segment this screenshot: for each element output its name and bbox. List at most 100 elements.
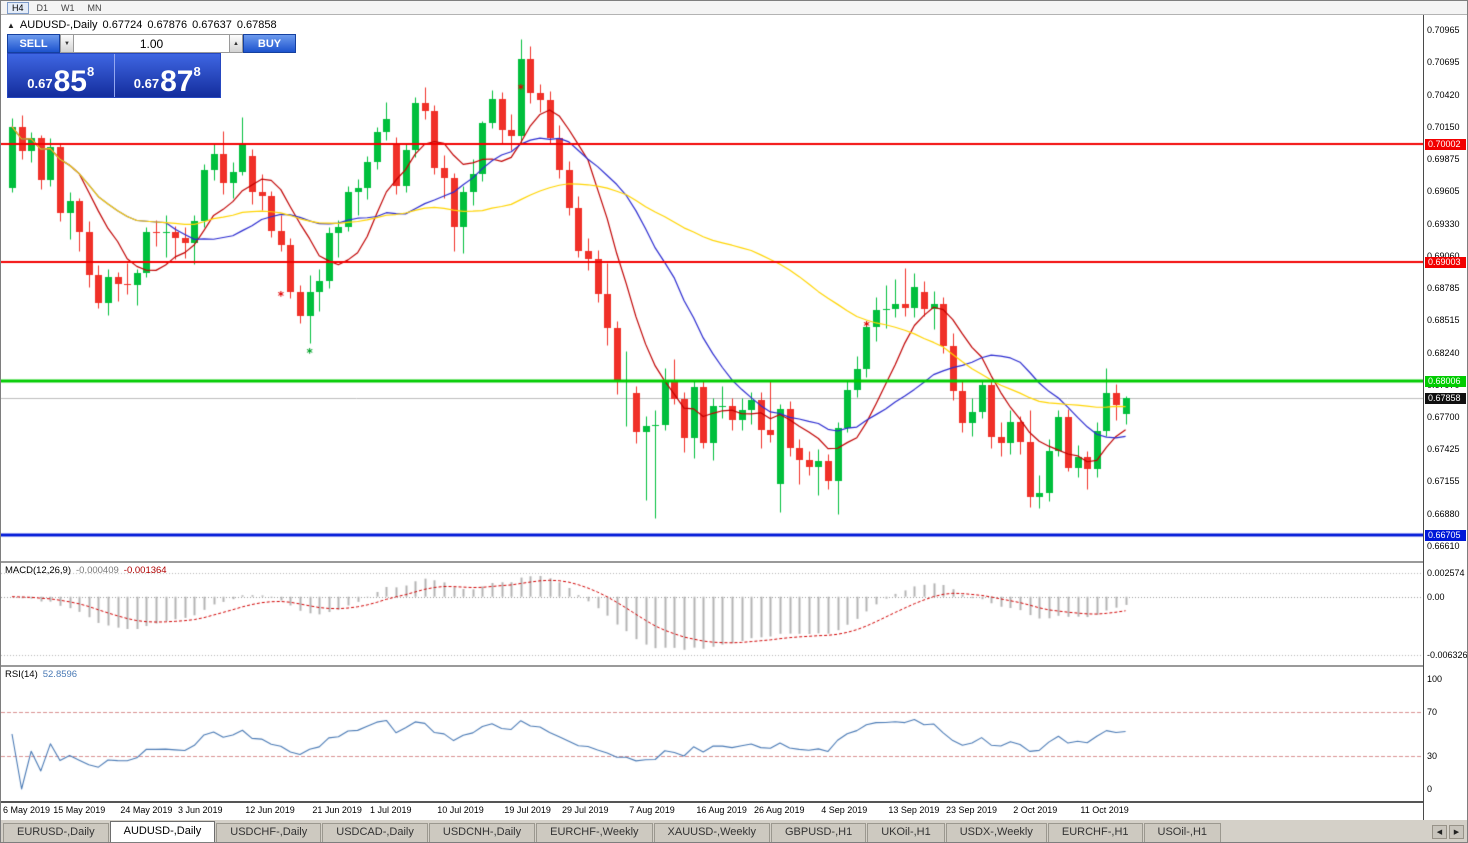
price-tick-label: 0.67155 [1427, 476, 1460, 486]
date-axis-label: 7 Aug 2019 [629, 805, 675, 815]
price-tick-label: 0.70965 [1427, 25, 1460, 35]
sell-price-prefix: 0.67 [27, 76, 53, 91]
price-tick-label: 0.70420 [1427, 90, 1460, 100]
date-axis-label: 2 Oct 2019 [1013, 805, 1058, 815]
symbol-title: AUDUSD-,Daily [19, 19, 98, 31]
buy-button[interactable]: BUY [243, 34, 296, 53]
chart-tab-usdcnh-daily[interactable]: USDCNH-,Daily [428, 823, 536, 842]
price-tick-label: 0.70150 [1427, 122, 1460, 132]
tab-scroll-right-button[interactable]: ▶ [1449, 825, 1464, 839]
price-tick-label: 0.68240 [1427, 348, 1460, 358]
level-price-label: 0.69003 [1425, 257, 1466, 268]
price-tick-label: 0.69060 [1427, 251, 1460, 261]
price-tick-label: 0.69875 [1427, 154, 1460, 164]
chart-ohlc-line: ▲ AUDUSD-,Daily 0.67724 0.67876 0.67637 … [7, 19, 277, 31]
date-axis-label: 10 Jul 2019 [437, 805, 484, 815]
current-price-label: 0.67858 [1425, 393, 1466, 404]
time-axis[interactable]: 6 May 2019 15 May 2019 24 May 2019 3 Jun 20… [1, 803, 1423, 818]
date-axis-label: 12 Jun 2019 [245, 805, 295, 815]
rsi-name: RSI(14) [5, 669, 38, 680]
date-axis-label: 21 Jun 2019 [312, 805, 362, 815]
date-axis-label: 23 Sep 2019 [946, 805, 998, 815]
price-axis[interactable]: 0.70965 0.70695 0.70420 0.70150 0.69875 0.696… [1423, 15, 1468, 820]
chart-tab-gbpusd-h1[interactable]: GBPUSD-,H1 [770, 823, 867, 842]
period-button-d1[interactable]: D1 [36, 2, 49, 13]
price-tick-label: 0.68785 [1427, 283, 1460, 293]
price-tick-label: 0.69330 [1427, 219, 1460, 229]
period-button-h4[interactable]: H4 [7, 1, 29, 14]
ohlc-close: 0.67858 [236, 19, 277, 31]
chart-tab-eurchf-h1[interactable]: EURCHF-,H1 [1047, 823, 1143, 842]
price-tick-label: 0.69605 [1427, 186, 1460, 196]
main-chart-pane: ▲ AUDUSD-,Daily 0.67724 0.67876 0.67637 … [1, 15, 1423, 563]
chart-tab-xauusd-weekly[interactable]: XAUUSD-,Weekly [653, 823, 770, 842]
chart-tab-eurusd-daily[interactable]: EURUSD-,Daily [3, 823, 109, 842]
tab-scroll-controls: ◀ ▶ [1429, 825, 1467, 842]
buy-price-prefix: 0.67 [133, 76, 160, 91]
date-axis-label: 15 May 2019 [53, 805, 106, 815]
rsi-canvas[interactable] [1, 667, 1423, 801]
date-axis-label: 24 May 2019 [120, 805, 173, 815]
volume-increase-button[interactable]: ▲ [229, 34, 243, 53]
sell-price-sup: 8 [86, 64, 95, 79]
macd-pane: MACD(12,26,9) -0.000409 -0.001364 [1, 563, 1423, 667]
chart-tab-eurchf-weekly[interactable]: EURCHF-,Weekly [536, 823, 653, 842]
chevron-right-icon: ▶ [1453, 829, 1460, 836]
chevron-left-icon: ◀ [1436, 829, 1443, 836]
date-axis-label: 16 Aug 2019 [696, 805, 747, 815]
sell-price-display[interactable]: 0.67 85 8 [8, 54, 114, 97]
chevron-up-icon: ▲ [233, 40, 239, 47]
price-tick-label: 0.66610 [1427, 541, 1460, 551]
rsi-value: 52.8596 [42, 669, 78, 680]
date-axis-label: 3 Jun 2019 [178, 805, 223, 815]
macd-axis-label: 0.00 [1427, 592, 1445, 602]
chart-tab-usdchf-daily[interactable]: USDCHF-,Daily [216, 823, 322, 842]
macd-main-value: -0.000409 [76, 565, 119, 576]
price-tick-label: 0.68515 [1427, 315, 1460, 325]
date-axis-label: 4 Sep 2019 [821, 805, 868, 815]
collapse-trade-panel-icon[interactable]: ▲ [7, 20, 15, 30]
rsi-axis-label: 70 [1427, 707, 1438, 717]
macd-signal-value: -0.001364 [123, 565, 167, 576]
date-axis-label: 29 Jul 2019 [562, 805, 609, 815]
price-tick-label: 0.67425 [1427, 444, 1460, 454]
chart-panes: ▲ AUDUSD-,Daily 0.67724 0.67876 0.67637 … [1, 15, 1423, 820]
rsi-axis-label: 0 [1427, 784, 1433, 794]
date-axis-label: 11 Oct 2019 [1080, 805, 1129, 815]
level-price-label: 0.68006 [1425, 376, 1466, 387]
price-tick-label: 0.70695 [1427, 57, 1460, 67]
date-axis-label: 1 Jul 2019 [370, 805, 412, 815]
one-click-trading-panel: SELL ▼ ▲ BUY 0.67 85 8 0.67 [7, 34, 296, 98]
sell-button[interactable]: SELL [7, 34, 60, 53]
volume-decrease-button[interactable]: ▼ [60, 34, 74, 53]
volume-input[interactable] [74, 34, 229, 53]
period-button-w1[interactable]: W1 [61, 2, 75, 13]
buy-price-display[interactable]: 0.67 87 8 [113, 54, 220, 98]
period-button-mn[interactable]: MN [87, 2, 102, 13]
buy-price-big: 87 [160, 64, 194, 98]
rsi-pane: RSI(14) 52.8596 [1, 667, 1423, 803]
date-axis-label: 19 Jul 2019 [504, 805, 551, 815]
chart-tab-usdcad-daily[interactable]: USDCAD-,Daily [322, 823, 428, 842]
chart-tab-audusd-daily[interactable]: AUDUSD-,Daily [109, 821, 216, 842]
rsi-axis-label: 30 [1427, 751, 1438, 761]
ohlc-high: 0.67876 [147, 19, 188, 31]
rsi-axis-label: 100 [1427, 674, 1443, 684]
chart-tab-usoil-h1[interactable]: USOil-,H1 [1143, 823, 1222, 842]
date-axis-label: 26 Aug 2019 [754, 805, 805, 815]
chart-tab-usdx-weekly[interactable]: USDX-,Weekly [945, 823, 1047, 842]
sell-price-big: 85 [53, 64, 87, 98]
main-chart-canvas[interactable] [1, 15, 1423, 561]
tab-scroll-left-button[interactable]: ◀ [1432, 825, 1447, 839]
buy-price-sup: 8 [193, 64, 201, 79]
chevron-down-icon: ▼ [64, 40, 70, 47]
chart-window: ▲ AUDUSD-,Daily 0.67724 0.67876 0.67637 … [1, 15, 1468, 820]
chart-tab-bar: EURUSD-,Daily AUDUSD-,Daily USDCHF-,Daily U… [1, 820, 1467, 842]
macd-canvas[interactable] [1, 563, 1423, 665]
macd-axis-label: 0.002574 [1427, 568, 1465, 578]
period-toolbar: H4 D1 W1 MN [1, 1, 1467, 15]
price-tick-label: 0.67700 [1427, 412, 1460, 422]
chart-tab-ukoil-h1[interactable]: UKOil-,H1 [867, 823, 945, 842]
price-tick-label: 0.66880 [1427, 509, 1460, 519]
